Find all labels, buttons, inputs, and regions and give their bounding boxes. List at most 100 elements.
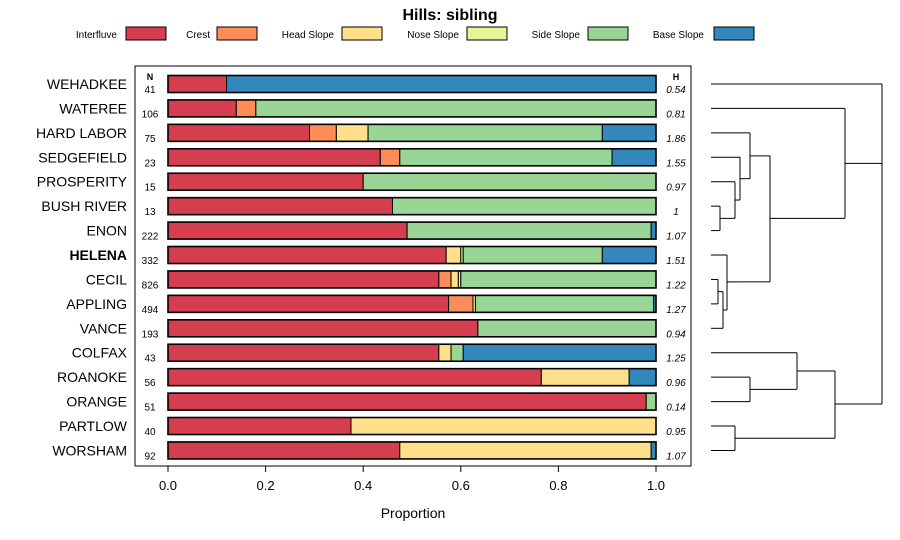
n-value: 106: [142, 109, 159, 120]
bar-outline: [167, 196, 657, 216]
h-value: 0.14: [666, 403, 686, 414]
bar-segment-crest: [448, 294, 474, 313]
h-value: 1: [673, 207, 679, 218]
legend-swatch-crest: [216, 26, 258, 41]
bar-segment-head-slope: [450, 270, 459, 289]
legend-label-side-slope: Side Slope: [532, 30, 581, 41]
bar-segment-interfluve: [167, 417, 352, 436]
h-value: 1.27: [666, 305, 686, 316]
bar-segment-interfluve: [167, 221, 408, 240]
category-label: COLFAX: [72, 345, 128, 361]
bar-segment-interfluve: [167, 197, 393, 216]
bar-row-sedgefield: SEDGEFIELD 23 1.55: [38, 147, 686, 169]
bar-row-wateree: WATEREE 106 0.81: [59, 99, 686, 120]
bar-row-wehadkee: WEHADKEE 41 0.54: [47, 74, 686, 96]
bar-row-hard-labor: HARD LABOR 75 1.86: [36, 123, 686, 145]
h-value: 1.07: [666, 451, 686, 462]
bar-segment-side-slope: [391, 197, 657, 216]
bar-segment-interfluve: [167, 441, 401, 460]
bar-segment-crest: [438, 270, 452, 289]
category-label: HARD LABOR: [36, 125, 127, 141]
bar-segment-side-slope: [255, 99, 657, 118]
h-value: 0.94: [666, 329, 686, 340]
legend: Interfluve Crest Head Slope Nose Slope Side …: [76, 26, 755, 41]
h-value: 1.22: [666, 280, 686, 291]
legend-swatch-head-slope: [341, 26, 383, 41]
bar-segment-side-slope: [399, 148, 613, 167]
x-axis: 0.0 0.2 0.4 0.6 0.8 1.0: [135, 465, 691, 493]
dendrogram: [711, 83, 883, 451]
bar-outline: [167, 74, 657, 94]
legend-swatch-side-slope: [587, 26, 629, 41]
category-label: ROANOKE: [57, 369, 127, 385]
bar-outline: [167, 221, 657, 240]
n-value: 43: [144, 354, 156, 365]
bar-row-appling: APPLING 494 1.27: [66, 294, 686, 316]
legend-label-head-slope: Head Slope: [282, 30, 335, 41]
bar-outline: [167, 367, 657, 387]
category-label: SEDGEFIELD: [38, 149, 127, 165]
n-value: 75: [144, 134, 156, 145]
bar-segment-interfluve: [167, 172, 364, 191]
bar-row-orange: ORANGE 51 0.14: [66, 392, 686, 414]
bar-outline: [167, 392, 657, 411]
n-value: 15: [144, 183, 156, 194]
n-column-header: N: [147, 72, 154, 82]
category-label: ORANGE: [66, 394, 127, 410]
x-tick-label: 1.0: [647, 478, 665, 493]
bar-segment-head-slope: [399, 441, 652, 460]
bar-segment-base-slope: [226, 75, 657, 93]
bar-outline: [167, 123, 657, 143]
legend-label-interfluve: Interfluve: [76, 30, 118, 41]
legend-swatch-nose-slope: [466, 26, 508, 41]
bar-segment-interfluve: [167, 123, 311, 142]
n-value: 51: [144, 403, 156, 414]
n-value: 332: [142, 256, 159, 267]
legend-label-base-slope: Base Slope: [653, 30, 705, 41]
bar-segment-side-slope: [406, 221, 652, 240]
legend-swatch-interfluve: [125, 26, 167, 41]
bar-outline: [167, 245, 657, 265]
bar-segment-interfluve: [167, 75, 228, 93]
bar-outline: [167, 441, 657, 460]
n-value: 56: [144, 378, 156, 389]
n-value: 41: [144, 85, 156, 96]
h-value: 0.81: [666, 109, 685, 120]
bar-row-roanoke: ROANOKE 56 0.96: [57, 367, 686, 389]
bar-segment-side-slope: [460, 270, 657, 289]
bar-segment-base-slope: [611, 148, 657, 167]
bar-outline: [167, 416, 657, 436]
x-tick-label: 0.4: [354, 478, 372, 493]
n-value: 13: [144, 207, 156, 218]
bar-segment-side-slope: [450, 343, 464, 362]
bar-segment-interfluve: [167, 343, 440, 362]
h-value: 0.54: [666, 85, 686, 96]
n-value: 40: [144, 427, 156, 438]
bar-segment-crest: [235, 99, 257, 118]
category-label: WORSHAM: [52, 442, 127, 458]
bar-outline: [167, 147, 657, 167]
category-label: VANCE: [80, 320, 127, 336]
bar-row-colfax: COLFAX 43 1.25: [72, 343, 686, 365]
bar-segment-base-slope: [601, 123, 657, 142]
bar-outline: [167, 318, 657, 338]
n-value: 222: [142, 232, 159, 243]
bar-segment-base-slope: [462, 343, 657, 362]
bar-segment-head-slope: [335, 123, 369, 142]
category-label: WEHADKEE: [47, 76, 127, 92]
bar-segment-interfluve: [167, 99, 237, 118]
category-label: CECIL: [86, 271, 127, 287]
bar-segment-side-slope: [645, 392, 657, 411]
h-value: 0.95: [666, 427, 686, 438]
legend-label-crest: Crest: [186, 30, 210, 41]
bar-segment-crest: [309, 123, 337, 142]
bar-segment-interfluve: [167, 246, 447, 265]
h-value: 0.96: [666, 378, 686, 389]
bar-segment-side-slope: [474, 294, 655, 313]
bar-segment-side-slope: [477, 319, 657, 338]
x-tick-label: 0.2: [257, 478, 275, 493]
category-label: HELENA: [69, 247, 127, 263]
bar-segment-interfluve: [167, 294, 450, 313]
bar-segment-head-slope: [540, 368, 630, 387]
category-label: PROSPERITY: [37, 174, 128, 190]
